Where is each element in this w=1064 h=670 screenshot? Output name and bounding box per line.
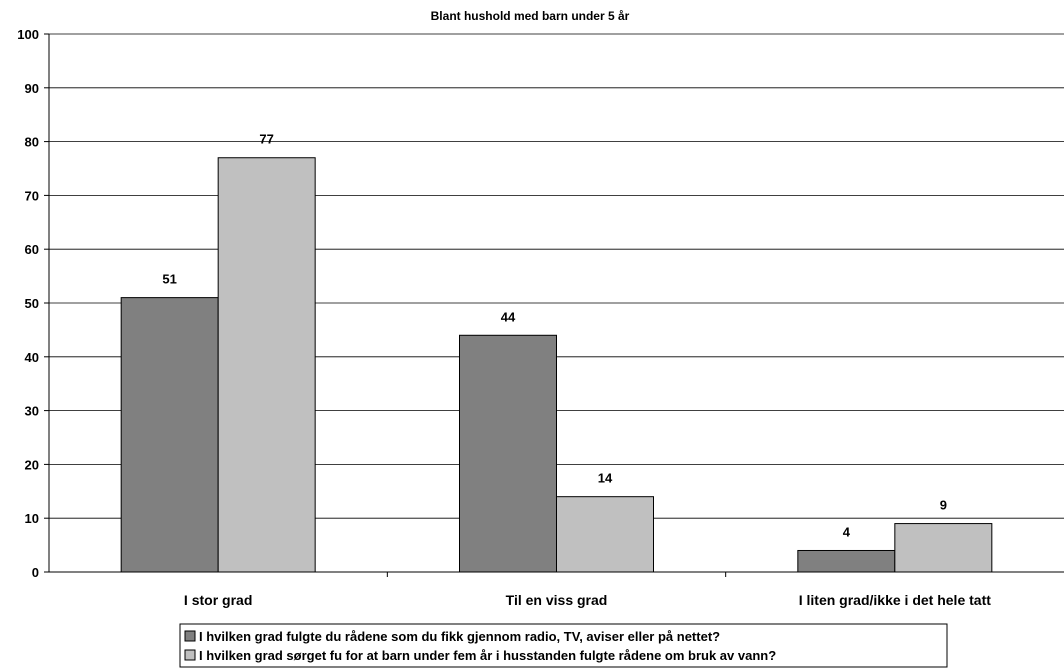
legend-entry: I hvilken grad sørget fu for at barn und… [199,648,776,663]
bar [459,334,557,573]
bar [217,157,316,573]
legend-swatch [184,630,196,642]
data-label: 4 [843,524,851,539]
legend-entry: I hvilken grad fulgte du rådene som du f… [199,629,720,644]
data-label: 51 [162,272,176,287]
bar [894,523,993,573]
y-tick-label: 40 [25,350,39,365]
data-label: 77 [259,132,273,147]
y-axis-ticks: 0 10 20 30 40 50 60 70 80 90 100 [17,27,39,580]
y-tick-label: 10 [25,511,39,526]
category-label: I stor grad [184,592,252,608]
y-tick-label: 50 [25,296,39,311]
bar [797,549,896,573]
legend-box [179,623,948,668]
data-label: 44 [501,309,516,324]
category-label: I liten grad/ikke i det hele tatt [799,592,991,608]
y-tick-label: 80 [25,135,39,150]
y-tick-label: 100 [17,27,39,42]
legend: I hvilken grad fulgte du rådene som du f… [179,623,948,668]
y-tick-label: 30 [25,404,39,419]
bar [120,297,219,573]
chart-title: Blant hushold med barn under 5 år [431,9,630,23]
category-label: Til en viss grad [506,592,608,608]
bar [556,496,654,573]
y-tick-label: 90 [25,81,39,96]
legend-swatch [184,649,196,661]
data-label: 9 [940,498,947,513]
y-tick-label: 60 [25,242,39,257]
data-labels: 51 77 44 14 4 9 [162,132,947,540]
y-tick-label: 0 [32,565,39,580]
y-tick-label: 20 [25,457,39,472]
category-labels: I stor grad Til en viss grad I liten grad/… [184,592,991,608]
data-label: 14 [598,471,613,486]
bars [120,157,993,573]
axes [44,33,1064,577]
y-tick-label: 70 [25,188,39,203]
